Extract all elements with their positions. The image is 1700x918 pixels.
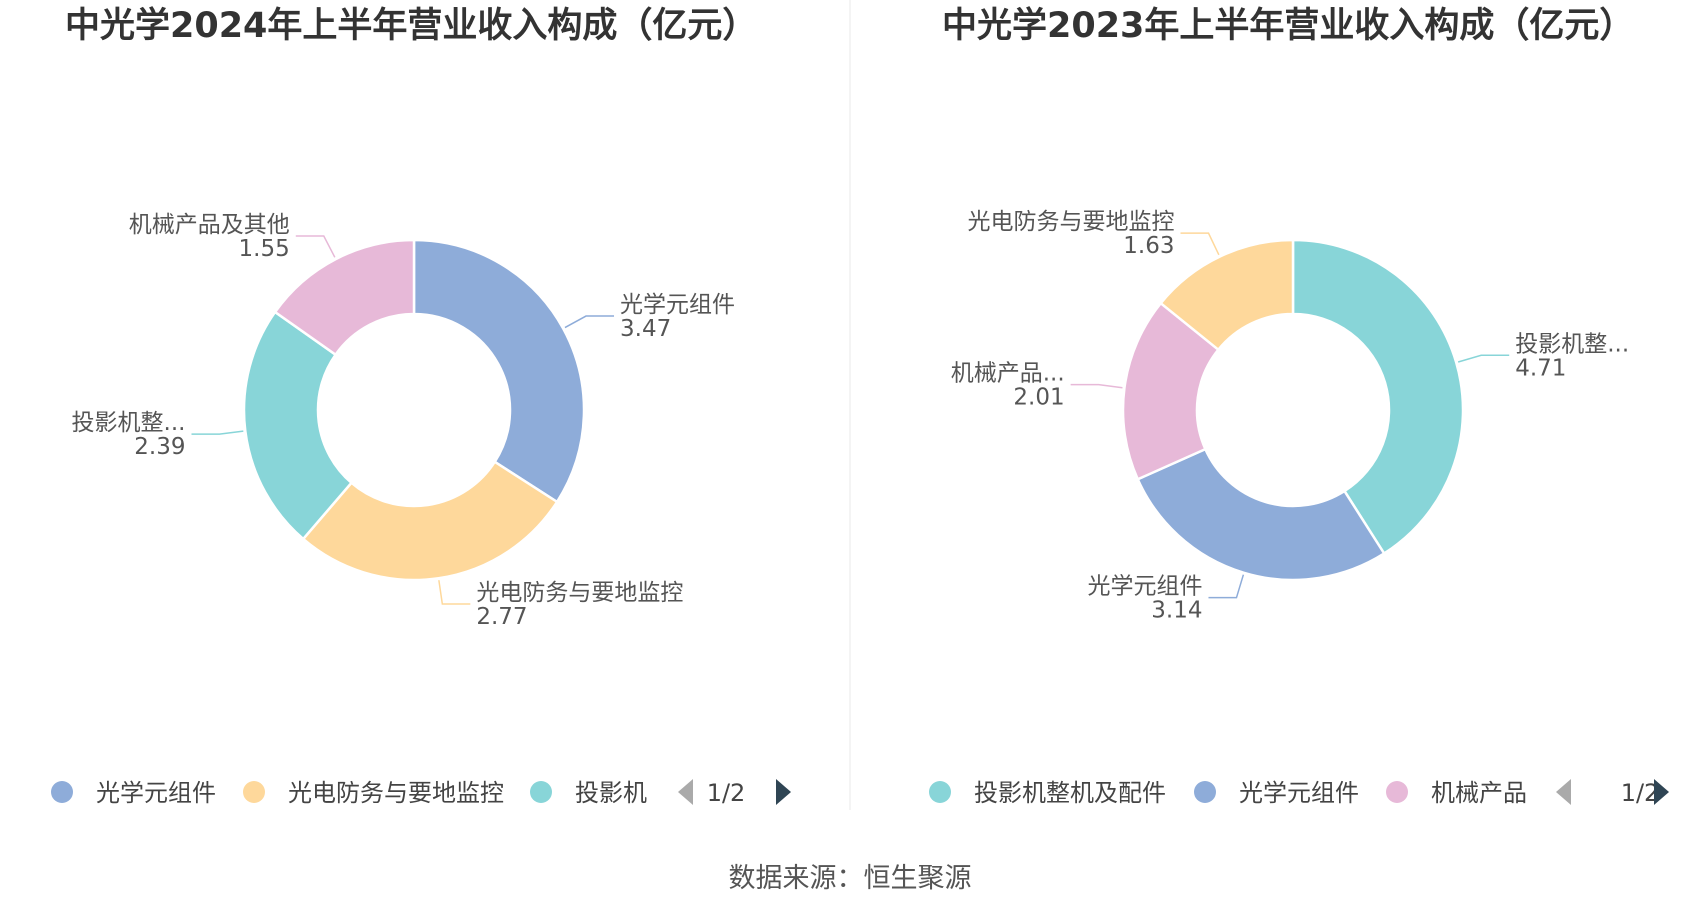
- legend-dot[interactable]: [929, 781, 951, 803]
- chart-panel-2023: 中光学2023年上半年营业收入构成（亿元） 投影机整...4.71光学元组件3.…: [929, 5, 1669, 807]
- chart-panel-2024: 中光学2024年上半年营业收入构成（亿元） 光学元组件3.47光电防务与要地监控…: [51, 5, 791, 807]
- slice-label: 光电防务与要地监控: [476, 580, 683, 606]
- chart-title: 中光学2024年上半年营业收入构成（亿元）: [65, 5, 757, 46]
- leader-line: [191, 430, 244, 435]
- legend-item-label[interactable]: 投影机整机及配件: [974, 779, 1166, 807]
- slice-e58589e794b5e998b2e58aa1[interactable]: [301, 460, 559, 582]
- slice-label: 光学元组件: [620, 292, 735, 318]
- slice-e58589e5ada6e58583e7bb84[interactable]: [1136, 447, 1386, 582]
- slice-value: 2.39: [134, 434, 185, 460]
- leader-line: [438, 580, 471, 605]
- slice-e58589e5ada6e58583e7bb84[interactable]: [412, 238, 586, 504]
- legend: 光学元组件 光电防务与要地监控 投影机 1/2: [51, 779, 791, 807]
- legend-item-label[interactable]: 机械产品: [1431, 779, 1527, 807]
- slice-label: 机械产品...: [951, 361, 1065, 387]
- donut-chart: [242, 238, 586, 582]
- leader-line: [1208, 574, 1245, 599]
- leader-line: [564, 315, 615, 329]
- leader-line: [1180, 232, 1220, 256]
- legend-dot[interactable]: [1386, 781, 1408, 803]
- donut-chart: [1121, 238, 1465, 582]
- slice-label: 投影机整...: [72, 410, 186, 436]
- slice-e68a95e5bdb1e69cbae695b4[interactable]: [1291, 238, 1465, 556]
- slice-label: 光学元组件: [1087, 574, 1202, 600]
- slice-e58589e794b5e998b2e58aa1[interactable]: [1158, 238, 1295, 352]
- slice-value: 3.47: [620, 316, 671, 342]
- legend-dot[interactable]: [1194, 781, 1216, 803]
- legend-item-label[interactable]: 投影机: [575, 779, 647, 807]
- legend: 投影机整机及配件 光学元组件 机械产品 1/2: [929, 779, 1669, 807]
- slice-value: 4.71: [1515, 355, 1566, 381]
- legend-item-label[interactable]: 光电防务与要地监控: [288, 779, 504, 807]
- legend-page-indicator: 1/2: [1621, 779, 1660, 807]
- legend-prev-page-icon[interactable]: [1556, 779, 1571, 805]
- slice-value: 1.55: [239, 236, 290, 262]
- slice-label: 投影机整...: [1515, 331, 1629, 357]
- legend-dot[interactable]: [243, 781, 265, 803]
- slice-value: 3.14: [1151, 598, 1202, 624]
- slice-value: 2.77: [476, 604, 527, 630]
- leader-line: [1457, 354, 1510, 363]
- legend-next-page-icon[interactable]: [776, 779, 791, 805]
- slice-e69cbae6a2b0e4baa7e59381[interactable]: [1121, 301, 1221, 481]
- legend-item-label[interactable]: 光学元组件: [1239, 779, 1359, 807]
- slice-e69cbae6a2b0e4baa7e59381[interactable]: [273, 238, 416, 357]
- slice-e68a95e5bdb1e69cbae695b4[interactable]: [242, 310, 354, 541]
- legend-item-label[interactable]: 光学元组件: [96, 779, 216, 807]
- legend-page-indicator: 1/2: [707, 779, 746, 807]
- chart-title: 中光学2023年上半年营业收入构成（亿元）: [942, 5, 1634, 46]
- slice-value: 2.01: [1013, 385, 1064, 411]
- legend-dot[interactable]: [51, 781, 73, 803]
- slice-label: 机械产品及其他: [129, 212, 290, 238]
- slice-label: 光电防务与要地监控: [968, 209, 1175, 235]
- leader-line: [1070, 383, 1123, 389]
- legend-prev-page-icon[interactable]: [678, 779, 693, 805]
- leader-line: [295, 235, 336, 258]
- legend-dot[interactable]: [530, 781, 552, 803]
- legend-next-page-icon[interactable]: [1654, 779, 1669, 805]
- data-source: 数据来源：恒生聚源: [729, 863, 972, 894]
- slice-value: 1.63: [1123, 233, 1174, 259]
